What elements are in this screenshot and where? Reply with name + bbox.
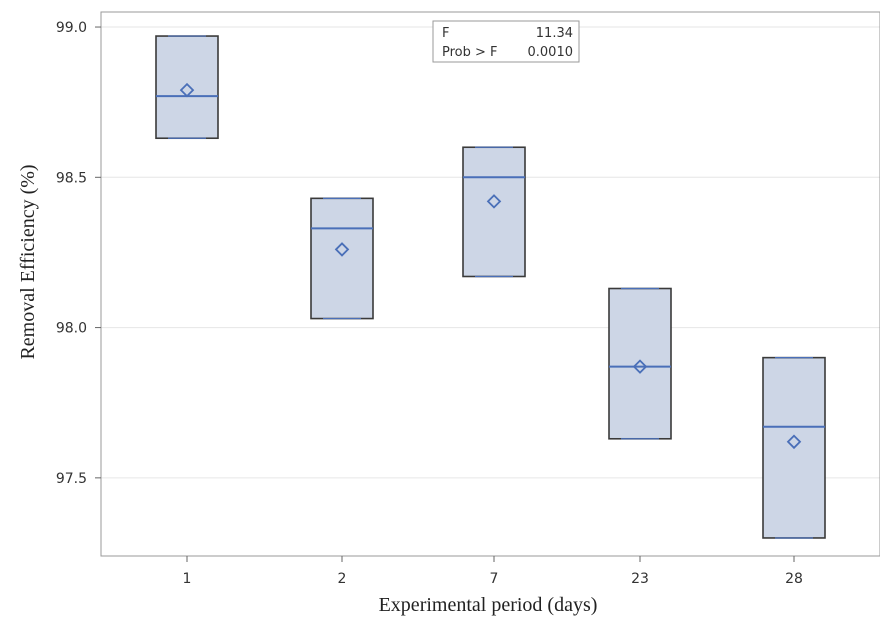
box-day-28 (762, 356, 826, 539)
x-axis-ticks: 1 2 7 23 28 (183, 556, 803, 587)
y-tick-label: 98.5 (56, 170, 87, 186)
box-day-1 (155, 35, 219, 140)
box-day-2 (310, 197, 374, 320)
y-tick-label: 98.0 (56, 321, 87, 337)
y-axis-ticks: 97.5 98.0 98.5 99.0 (56, 20, 101, 487)
mean-marker (786, 434, 802, 450)
plot-frame (100, 11, 880, 557)
x-tick-label: 1 (183, 571, 192, 587)
mean-marker (334, 242, 350, 257)
y-axis-title: Removal Efficiency (%) (17, 164, 39, 359)
stats-prob-value: 0.0010 (528, 45, 574, 60)
mean-marker (486, 194, 502, 209)
mean-marker (632, 359, 648, 374)
x-tick-label: 7 (490, 571, 499, 587)
box-body (608, 287, 672, 440)
stats-prob-label: Prob > F (442, 45, 498, 60)
y-tick-label: 97.5 (56, 471, 87, 487)
stats-f-value: 11.34 (536, 26, 573, 41)
boxes (155, 35, 826, 539)
y-tick-label: 99.0 (56, 20, 87, 36)
box-body (462, 146, 526, 278)
x-axis-title: Experimental period (days) (379, 594, 598, 616)
mean-marker (179, 82, 195, 98)
box-body (155, 35, 219, 140)
x-tick-label: 2 (338, 571, 347, 587)
box-day-23 (608, 287, 672, 440)
stats-inset: F 11.34 Prob > F 0.0010 (432, 20, 580, 63)
stats-inset-frame (432, 20, 580, 63)
x-tick-label: 23 (631, 571, 649, 587)
box-day-7 (462, 146, 526, 278)
box-body (310, 197, 374, 320)
x-tick-label: 28 (785, 571, 803, 587)
stats-f-label: F (442, 26, 449, 41)
